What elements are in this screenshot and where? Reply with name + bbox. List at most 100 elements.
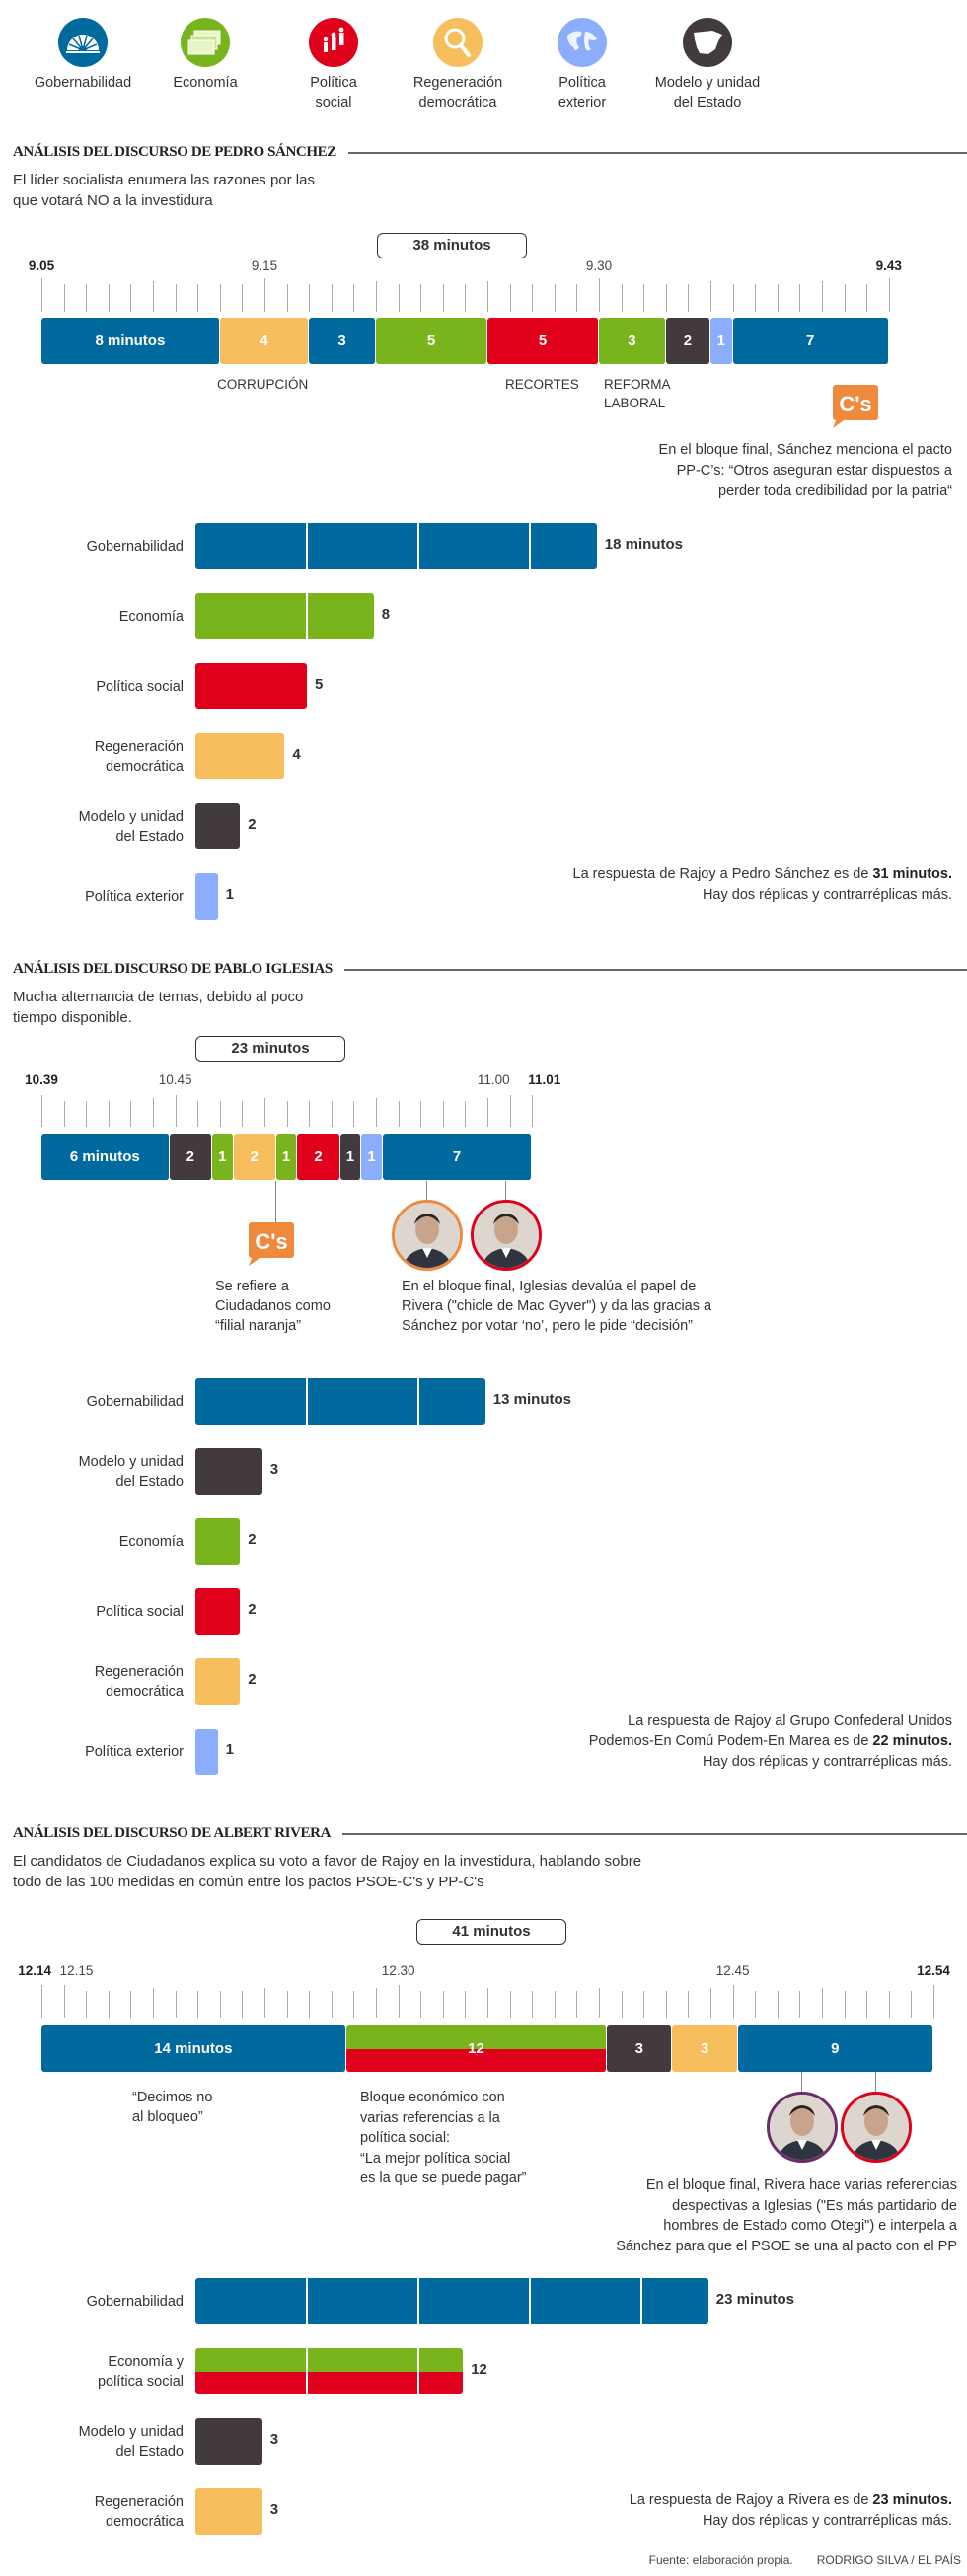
time-label: 10.45 — [158, 1072, 192, 1087]
timeline-tick — [108, 1991, 110, 2018]
bar-divider — [306, 1378, 308, 1425]
timeline-tick — [866, 284, 868, 312]
segment-label: 5 — [426, 332, 436, 349]
connector-line — [505, 1181, 506, 1201]
timeline-tick — [487, 1098, 488, 1127]
timeline-tick — [911, 1991, 913, 2018]
bar-value-label: 8 — [381, 606, 391, 623]
connector-line — [801, 2072, 802, 2094]
category-text: Política exterior — [85, 888, 184, 905]
bar-modelo — [195, 2418, 262, 2465]
timeline-tick — [576, 1991, 578, 2018]
footer: Fuente: elaboración propia. RODRIGO SILVA… — [626, 2553, 961, 2567]
note-lead: La respuesta de Rajoy a Pedro Sánchez es… — [572, 866, 873, 882]
time-label: 12.30 — [381, 1963, 415, 1978]
bar-value-label: 23 minutos — [715, 2291, 794, 2308]
banknotes-icon — [181, 18, 230, 67]
bar-half-politica_social — [195, 2371, 464, 2394]
timeline-tick — [866, 1991, 868, 2018]
bar-gobernabilidad — [195, 1378, 485, 1425]
timeline-tick — [264, 1098, 265, 1127]
timeline-tick — [63, 1985, 65, 2018]
timeline-tick — [554, 1991, 556, 2018]
segment-half-politica_social — [345, 2048, 607, 2072]
timeline-segment-gobernabilidad: 9 — [737, 2025, 933, 2072]
timeline-tick — [420, 1991, 422, 2018]
bar-exterior — [195, 873, 218, 920]
annotation-final-block: En el bloque final, Rivera hace varias r… — [616, 2177, 957, 2254]
timeline-tick — [643, 1991, 645, 2018]
bar-regeneracion — [195, 2488, 262, 2535]
time-label: 12.54 — [917, 1963, 950, 1978]
timeline-segment-regeneracion: 4 — [219, 318, 310, 364]
segment-label: 3 — [700, 2040, 709, 2057]
timeline-tick — [376, 1988, 377, 2018]
bar-category-label: Economía — [6, 1518, 184, 1565]
time-label: 12.45 — [715, 1963, 750, 1978]
timeline-tick — [777, 1991, 779, 2018]
timeline-segment-politica_social: 2 — [297, 1134, 340, 1180]
timeline-tick — [732, 284, 734, 312]
segment-label: 4 — [260, 332, 268, 349]
timeline-tick — [264, 1988, 265, 2018]
timeline-tick — [353, 1101, 355, 1127]
timeline-tick — [264, 278, 265, 312]
timeline-tick — [844, 1991, 846, 2018]
timeline-segment-gobernabilidad: 7 — [382, 1134, 533, 1180]
segment-label: 6 minutos — [69, 1148, 140, 1165]
timeline-tick — [442, 1991, 444, 2018]
timeline-tick — [309, 1101, 311, 1127]
bar-category-label: Gobernabilidad — [6, 523, 184, 569]
timeline-tick — [130, 284, 132, 312]
timeline-tick — [688, 284, 690, 312]
timeline-tick — [777, 284, 779, 312]
timeline-tick — [509, 1095, 511, 1127]
timeline-segment-gobernabilidad: 14 minutos — [41, 2025, 346, 2072]
bar-exterior — [195, 1729, 218, 1775]
timeline-segment-modelo: 2 — [169, 1134, 212, 1180]
time-label: 10.39 — [25, 1072, 58, 1087]
segment-label: 1 — [281, 1148, 291, 1165]
bar-half-economia — [195, 2348, 464, 2372]
timeline-tick — [532, 1991, 534, 2018]
timeline-segment-gobernabilidad: 6 minutos — [41, 1134, 170, 1180]
timeline-tick — [153, 1098, 154, 1127]
segment-label: 12 — [468, 2040, 484, 2057]
bar-category-label: Modelo y unidad del Estado — [6, 803, 184, 849]
segment-label: 2 — [186, 1148, 194, 1165]
timeline-tick — [688, 1991, 690, 2018]
timeline-tick — [420, 1101, 422, 1127]
legend-item-banknotes: Economía — [146, 18, 264, 93]
timeline-tick — [219, 1991, 221, 2018]
annotation-bloqueo: “Decimos no al bloqueo” — [132, 2090, 213, 2125]
segment-label: 8 minutos — [95, 332, 166, 349]
bar-divider — [640, 2278, 642, 2324]
timeline-tick — [219, 284, 221, 312]
timeline-tick — [487, 281, 488, 312]
total-duration-badge: 23 minutos — [195, 1036, 345, 1062]
rajoy-response-note: La respuesta de Rajoy a Pedro Sánchez es… — [573, 864, 952, 906]
segment-label: 1 — [716, 332, 725, 349]
timeline-tick — [933, 1985, 934, 2018]
bar-category-label: Regeneración democrática — [6, 2488, 184, 2535]
timeline-segment-politica_social: 5 — [487, 318, 599, 364]
timeline-tick — [532, 1095, 534, 1127]
timeline-segment-regeneracion: 3 — [672, 2025, 738, 2072]
annotation-bloque-economico: Bloque económico con varias referencias … — [360, 2090, 527, 2186]
segment-label: 1 — [367, 1148, 376, 1165]
section-subtitle: Mucha alternancia de temas, debido al po… — [13, 989, 304, 1026]
bar-category-label: Gobernabilidad — [6, 1378, 184, 1425]
time-label: 12.15 — [59, 1963, 94, 1978]
timeline-tick — [286, 1991, 288, 2018]
timeline-tick — [219, 1101, 221, 1127]
annotation-reforma-laboral: Reforma laboral — [604, 377, 671, 410]
timeline-tick — [331, 284, 333, 312]
bar-divider — [306, 593, 308, 639]
category-text: Gobernabilidad — [86, 1393, 184, 1410]
bar-category-label: Gobernabilidad — [6, 2278, 184, 2324]
category-text: Economía — [118, 1533, 184, 1550]
timeline-tick — [621, 284, 623, 312]
bar-value-label: 4 — [292, 746, 301, 763]
bar-value-label: 2 — [248, 1601, 257, 1618]
legend-label: Política social — [310, 75, 357, 110]
